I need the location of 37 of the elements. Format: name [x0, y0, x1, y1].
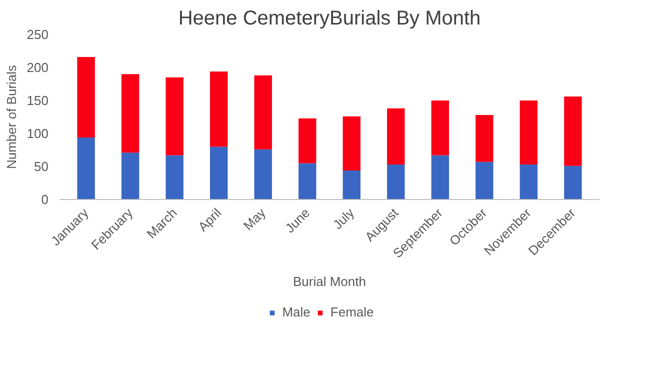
x-tick-label: May [240, 204, 269, 234]
bar [210, 71, 228, 147]
bar [77, 137, 95, 200]
legend-label: Male [282, 304, 310, 320]
bar [342, 170, 360, 200]
bar [520, 100, 538, 165]
bar [298, 118, 316, 164]
y-tick-label: 50 [34, 159, 49, 174]
bar [254, 75, 272, 150]
chart-title: Heene CemeteryBurials By Month [178, 8, 481, 30]
legend-label: Female [330, 304, 374, 320]
bar [564, 166, 582, 200]
bar [298, 163, 316, 200]
bar [342, 116, 360, 170]
x-tick-label: July [330, 204, 358, 232]
bar [564, 96, 582, 166]
bar [431, 155, 450, 200]
x-axis-title: Burial Month [293, 274, 366, 290]
bar [121, 152, 140, 200]
bar [476, 162, 494, 200]
bar [431, 100, 450, 156]
y-axis-title: Number of Burials [4, 64, 19, 170]
bar [387, 164, 405, 200]
bar [166, 77, 184, 156]
bar [210, 146, 228, 200]
bar [387, 108, 405, 165]
bar [520, 164, 538, 200]
bar [254, 149, 272, 200]
bar [476, 115, 494, 162]
y-tick-label: 250 [26, 27, 49, 42]
y-tick-label: 150 [26, 93, 49, 108]
y-tick-label: 200 [26, 60, 49, 75]
bar [166, 155, 184, 200]
bar [77, 56, 95, 138]
bar [121, 74, 140, 153]
y-tick-label: 0 [41, 192, 49, 207]
y-tick-label: 100 [26, 126, 49, 141]
